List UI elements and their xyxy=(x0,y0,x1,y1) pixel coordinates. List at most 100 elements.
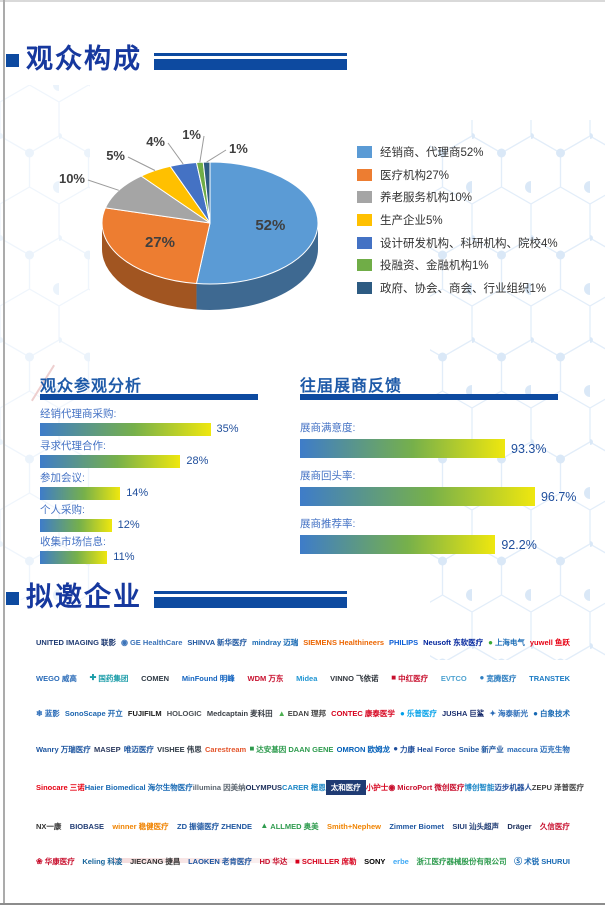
bar-line: 93.3% xyxy=(300,439,600,458)
company-logo: SonoScape 开立 xyxy=(65,709,123,718)
company-logo-text: MinFound 明峰 xyxy=(181,673,235,683)
company-logo-text: OLYMPUS xyxy=(245,783,283,792)
company-logo-text: 宽腾医疗 xyxy=(486,673,517,683)
bar-item: 经销代理商采购: 35% xyxy=(40,406,290,436)
legend-item: 设计研发机构、科研机构、院校4% xyxy=(357,231,558,254)
company-logo-text: FUJIFILM xyxy=(127,709,162,718)
company-logo-text: 白象技术 xyxy=(539,709,570,718)
bar-value-label: 12% xyxy=(117,519,140,531)
bar-value-label: 28% xyxy=(186,455,209,467)
company-logo: Wanry 万瑞医疗 xyxy=(36,745,91,754)
pink-accent-strip xyxy=(112,858,380,863)
company-logo: JIECANG 捷昌 xyxy=(130,857,180,866)
header-bullet-square xyxy=(6,592,19,605)
company-logo-icon: ● xyxy=(393,744,399,753)
company-logo: SIEMENS Healthineers xyxy=(303,638,384,647)
company-logo: TRANSTEK xyxy=(529,674,570,683)
subsection-title-visit-analysis: 观众参观分析 xyxy=(40,378,143,395)
bar-item: 展商回头率: 96.7% xyxy=(300,468,600,506)
company-logo-text: HOLOGIC xyxy=(166,709,202,718)
company-logo: mindray 迈瑞 xyxy=(252,638,298,647)
legend-label: 经销商、代理商52% xyxy=(380,147,484,160)
company-logo: NX一康 xyxy=(36,822,61,831)
company-logo: MASEP xyxy=(94,745,121,754)
company-logo: BIOBASE xyxy=(70,822,104,831)
company-logo-text: Wanry 万瑞医疗 xyxy=(36,744,91,754)
header-bullet-square xyxy=(6,54,19,67)
company-logo: illumina 因美纳 xyxy=(193,783,246,792)
company-logo-text: SonoScape 开立 xyxy=(64,709,123,718)
bar-fill xyxy=(40,519,112,532)
header-rules xyxy=(154,53,347,70)
pie-data-label: 27% xyxy=(145,234,175,251)
company-logo-text: mindray 迈瑞 xyxy=(251,638,299,647)
company-logo-icon: ❀ xyxy=(36,856,43,866)
pie-leader-line xyxy=(167,142,184,165)
legend-item: 养老服务机构10% xyxy=(357,186,558,209)
pie-slice-side xyxy=(102,223,197,310)
company-logo-text: 国药集团 xyxy=(98,673,129,683)
company-logo-text: WEGO 威高 xyxy=(36,673,77,683)
legend-item: 医疗机构27% xyxy=(357,164,558,187)
company-logo: VISHEE 伟思 xyxy=(157,745,202,754)
company-logo-icon: ■ xyxy=(249,744,255,753)
company-logo: MinFound 明峰 xyxy=(182,674,235,683)
company-logo-text: SIUI 汕头超声 xyxy=(452,821,499,831)
company-logo-text: Zimmer Biomet xyxy=(389,821,444,831)
company-logo: UNITED IMAGING 联影 xyxy=(36,638,116,647)
company-logo-icon: ◉ xyxy=(388,782,396,792)
legend-swatch xyxy=(357,191,372,204)
company-logo-text: ALLMED 奥美 xyxy=(270,821,319,831)
invited-company-logo-wall: UNITED IMAGING 联影 ◉ GE HealthCare SHINVA 新华… xyxy=(36,637,584,866)
company-logo-icon: ● xyxy=(488,637,493,647)
header-rules xyxy=(154,591,347,608)
company-logo-text: VISHEE 伟思 xyxy=(157,744,202,754)
company-logo-icon: ✚ xyxy=(89,673,97,682)
company-logo: ◉ MicroPort 微创医疗 xyxy=(388,783,464,792)
pie-leader-line xyxy=(127,156,156,171)
legend-item: 生产企业5% xyxy=(357,209,558,232)
subsection-underline-left xyxy=(40,394,258,400)
company-logo: Keling 科凌 xyxy=(82,857,122,866)
section-title-audience: 观众构成 xyxy=(26,44,142,74)
subsection-title-exhibitor-feedback: 往届展商反馈 xyxy=(300,378,403,395)
company-logo: ❄ 蓝影 xyxy=(36,709,60,718)
subsection-underline-right xyxy=(300,394,558,400)
header-rule-thin xyxy=(154,591,347,594)
company-logo-text: 上海电气 xyxy=(494,638,525,647)
company-logo-text: JIECANG 捷昌 xyxy=(130,857,181,866)
pie-data-label: 10% xyxy=(59,171,85,186)
company-logo-text: 达安基因 DAAN GENE xyxy=(256,744,334,754)
company-logo-text: 小护士 xyxy=(365,783,389,792)
company-logo-icon: ● xyxy=(479,673,485,682)
company-logo-text: illumina 因美纳 xyxy=(192,783,246,792)
company-logo-text: 术锐 SHURUI xyxy=(524,857,570,866)
company-logo: CONTEC 康泰医学 xyxy=(331,709,395,718)
pie-leader-line xyxy=(199,135,205,163)
company-logo-text: MicroPort 微创医疗 xyxy=(397,783,465,792)
company-logo-text: NX一康 xyxy=(36,821,62,831)
bar-item: 寻求代理合作: 28% xyxy=(40,438,290,468)
company-logo: EVTCO xyxy=(441,674,467,683)
header-rule-thick xyxy=(154,59,347,70)
company-logo-text: 唯迈医疗 xyxy=(123,744,154,754)
legend-swatch xyxy=(357,214,372,227)
bar-line: 14% xyxy=(40,487,290,500)
company-logo-text: ZD 振德医疗 ZHENDE xyxy=(176,821,252,831)
pie-data-label: 4% xyxy=(146,134,165,149)
header-rule-thick xyxy=(154,597,347,608)
legend-item: 经销商、代理商52% xyxy=(357,141,558,164)
company-logo: 浙江医疗器械股份有限公司 xyxy=(417,857,507,866)
pie-data-label: 1% xyxy=(182,127,201,142)
company-logo-text: BIOBASE xyxy=(69,821,104,831)
company-logo: ZEPU 泽普医疗 xyxy=(532,783,584,792)
bar-category-label: 参加会议: xyxy=(40,472,85,484)
company-logo: ● 乐普医疗 xyxy=(400,709,437,718)
bar-fill xyxy=(40,551,108,564)
page-edge-bottom xyxy=(0,903,605,905)
company-logo-text: Snibe 新产业 xyxy=(458,744,504,754)
company-logo-icon: ■ xyxy=(295,856,300,866)
company-logo: JUSHA 巨鲨 xyxy=(442,709,484,718)
bar-line: 28% xyxy=(40,455,290,468)
